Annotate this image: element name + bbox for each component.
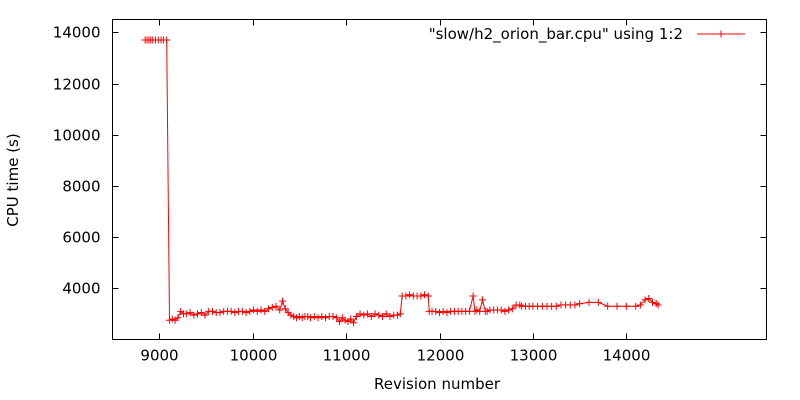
ticks-layer: 9000 10000 11000 12000 13000 14000 4000 6000 800… xyxy=(53,19,767,365)
x-axis-title: Revision number xyxy=(374,375,501,393)
x-tick-label: 11000 xyxy=(323,347,371,365)
data-point-marker xyxy=(402,292,410,300)
data-point-marker xyxy=(443,309,451,317)
data-point-marker xyxy=(508,305,516,313)
data-point-marker xyxy=(314,314,322,322)
data-point-marker xyxy=(250,306,258,314)
data-point-marker xyxy=(585,298,593,306)
y-tick-label: 14000 xyxy=(53,24,101,42)
data-point-marker xyxy=(307,314,315,322)
data-point-marker xyxy=(421,291,429,299)
data-point-marker xyxy=(417,292,425,300)
data-point-marker xyxy=(654,301,662,309)
data-point-marker xyxy=(516,301,524,309)
data-point-marker xyxy=(375,311,383,319)
plot-frame xyxy=(112,19,767,340)
data-point-marker xyxy=(281,305,289,313)
data-point-marker xyxy=(347,315,355,323)
data-point-marker xyxy=(478,296,486,304)
data-point-marker xyxy=(310,312,318,320)
data-point-marker xyxy=(571,301,579,309)
data-point-marker xyxy=(216,309,224,317)
data-point-marker xyxy=(576,300,584,308)
data-point-marker xyxy=(432,307,440,315)
series-layer xyxy=(141,36,662,327)
x-tick-label: 14000 xyxy=(603,347,651,365)
data-point-marker xyxy=(227,307,235,315)
data-point-marker xyxy=(364,310,372,318)
x-tick-label: 13000 xyxy=(510,347,558,365)
data-point-marker xyxy=(505,306,513,314)
data-point-marker xyxy=(367,312,375,320)
data-point-marker xyxy=(352,312,360,320)
data-point-marker xyxy=(242,309,250,317)
data-point-marker xyxy=(645,295,653,303)
data-point-marker xyxy=(329,312,337,320)
data-point-marker xyxy=(396,310,404,318)
data-point-marker xyxy=(276,306,284,314)
y-tick-label: 4000 xyxy=(62,280,100,298)
data-point-marker xyxy=(424,292,432,300)
data-point-marker xyxy=(501,307,509,315)
data-point-marker xyxy=(594,298,602,306)
data-point-marker xyxy=(318,312,326,320)
data-point-marker xyxy=(197,309,205,317)
data-point-marker xyxy=(350,319,358,327)
data-point-marker xyxy=(636,301,644,309)
y-tick-label: 8000 xyxy=(62,178,100,196)
data-point-marker xyxy=(552,302,560,310)
data-point-marker xyxy=(622,302,630,310)
data-point-marker xyxy=(436,309,443,317)
data-point-marker xyxy=(382,310,390,318)
x-tick-label: 12000 xyxy=(417,347,465,365)
data-point-marker xyxy=(613,302,621,310)
data-point-marker xyxy=(253,307,261,315)
data-point-marker xyxy=(649,298,657,306)
data-point-marker xyxy=(439,307,447,315)
data-point-marker xyxy=(386,312,394,320)
data-point-marker xyxy=(322,314,330,322)
data-point-marker xyxy=(208,307,216,315)
data-point-marker xyxy=(604,302,612,310)
data-point-marker xyxy=(379,312,387,320)
y-axis-title: CPU time (s) xyxy=(4,133,22,226)
legend-label: "slow/h2_orion_bar.cpu" using 1:2 xyxy=(429,25,683,44)
data-point-marker xyxy=(261,307,269,315)
data-point-marker xyxy=(272,302,280,310)
y-tick-label: 6000 xyxy=(62,229,100,247)
data-point-marker xyxy=(652,300,660,308)
data-point-marker xyxy=(279,297,287,305)
data-point-marker xyxy=(641,296,649,304)
data-point-marker xyxy=(257,306,265,314)
y-tick-label: 12000 xyxy=(53,76,101,94)
data-point-marker xyxy=(265,305,273,313)
data-point-marker xyxy=(371,310,379,318)
data-point-marker xyxy=(356,310,364,318)
data-point-marker xyxy=(182,310,190,318)
data-point-marker xyxy=(406,291,414,299)
data-point-marker xyxy=(231,309,239,317)
data-point-marker xyxy=(360,311,368,319)
data-point-marker xyxy=(469,292,477,300)
y-tick-label: 10000 xyxy=(53,127,101,145)
data-point-marker xyxy=(194,310,202,318)
series-line xyxy=(145,39,659,324)
data-point-marker xyxy=(268,304,276,311)
data-point-marker xyxy=(246,307,254,315)
legend-marker xyxy=(717,30,725,38)
data-point-marker xyxy=(238,307,246,315)
data-point-marker xyxy=(336,318,344,326)
x-tick-label: 10000 xyxy=(230,347,278,365)
data-point-marker xyxy=(632,302,640,310)
data-point-marker xyxy=(186,309,194,317)
legend: "slow/h2_orion_bar.cpu" using 1:2 xyxy=(429,25,745,44)
data-point-marker xyxy=(163,36,171,44)
data-point-marker xyxy=(201,311,209,319)
data-point-marker xyxy=(174,314,182,322)
data-point-marker xyxy=(497,306,505,314)
x-tick-label: 9000 xyxy=(140,347,178,365)
data-point-marker xyxy=(190,311,198,319)
